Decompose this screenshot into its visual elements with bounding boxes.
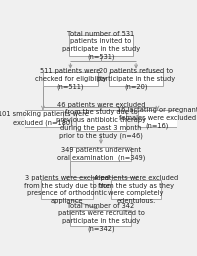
FancyBboxPatch shape xyxy=(71,147,132,161)
FancyBboxPatch shape xyxy=(76,110,126,131)
FancyBboxPatch shape xyxy=(43,72,98,87)
Text: 20 patients refused to
participate in the study
(n=20): 20 patients refused to participate in th… xyxy=(97,68,175,90)
FancyBboxPatch shape xyxy=(71,209,132,226)
FancyBboxPatch shape xyxy=(69,35,133,56)
FancyBboxPatch shape xyxy=(109,72,163,87)
Text: Total number of 342
patients were recruited to
participate in the study
(n=342): Total number of 342 patients were recrui… xyxy=(58,203,144,232)
Text: 3 patients were excluded
from the study due to the
presence of orthodontic
appli: 3 patients were excluded from the study … xyxy=(24,175,110,204)
Text: 101 smoking patients were
excluded (n=180): 101 smoking patients were excluded (n=18… xyxy=(0,111,88,125)
FancyBboxPatch shape xyxy=(138,110,177,127)
Text: 4 patients were excluded
from the study as they
were completely
edentulous.: 4 patients were excluded from the study … xyxy=(94,175,178,204)
Text: 16 lactating or pregnant
females were excluded
(n=16): 16 lactating or pregnant females were ex… xyxy=(117,108,197,130)
Text: 511 patients were
checked for eligibility
(n=511): 511 patients were checked for eligibilit… xyxy=(35,68,106,90)
Text: 349 patients underwent
oral examination  (n=349): 349 patients underwent oral examination … xyxy=(57,147,145,161)
Text: Total number of 531
patients invited to
participate in the study
(n=531): Total number of 531 patients invited to … xyxy=(62,31,140,60)
FancyBboxPatch shape xyxy=(111,180,161,199)
FancyBboxPatch shape xyxy=(41,180,93,199)
Text: 46 patients were excluded
from the study due to
previous antibiotic therapy
duri: 46 patients were excluded from the study… xyxy=(56,102,146,139)
FancyBboxPatch shape xyxy=(23,110,63,127)
